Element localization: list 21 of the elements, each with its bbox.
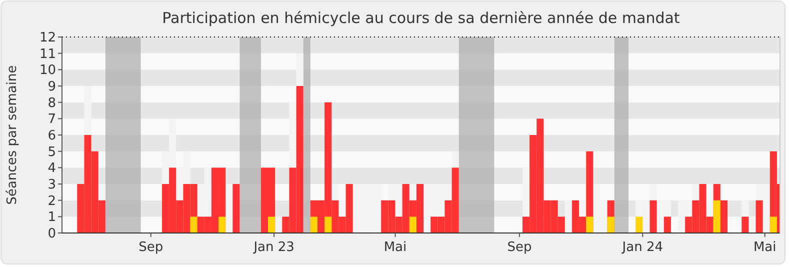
x-tick-label: Mai	[753, 240, 776, 255]
y-tick-label: 3	[48, 178, 56, 192]
y-tick-label: 5	[48, 144, 56, 160]
x-tick-label: Sep	[138, 240, 164, 255]
chart-title: Participation en hémicycle au cours de sa dernière année de mandat	[162, 9, 680, 27]
x-tick-label: Jan 23	[252, 240, 294, 255]
y-tick-label: 9	[48, 80, 56, 94]
y-tick-label: 2	[48, 194, 56, 209]
y-axis-title: Séances par semaine	[5, 65, 20, 205]
y-tick-label: 12	[39, 30, 56, 46]
y-tick-label: 11	[39, 46, 56, 62]
y-tick-label: 7	[48, 112, 56, 128]
x-tick-label: Mai	[384, 240, 407, 255]
y-tick-label: 8	[48, 96, 56, 111]
x-tick-label: Sep	[507, 240, 532, 255]
x-tick-label: Jan 24	[621, 240, 664, 255]
y-tick-label: 10	[39, 63, 56, 78]
y-tick-label: 4	[48, 161, 56, 176]
y-tick-label: 1	[48, 210, 56, 226]
y-tick-label: 6	[48, 128, 56, 144]
y-tick-label: 0	[48, 226, 56, 242]
